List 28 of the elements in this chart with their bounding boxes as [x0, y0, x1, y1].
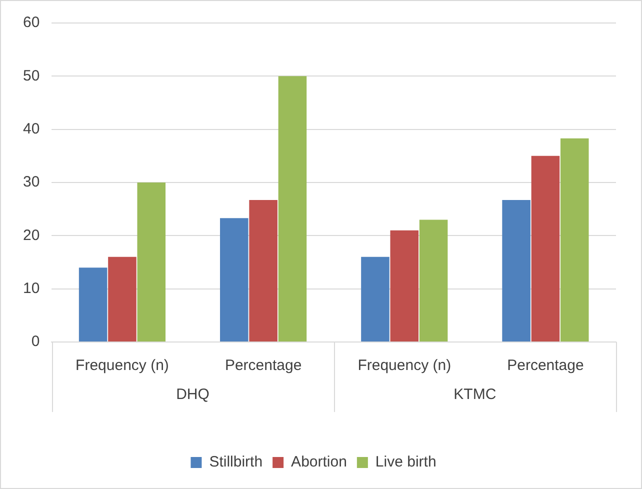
bar [419, 220, 448, 342]
legend-label: Abortion [291, 454, 347, 471]
legend-label: Stillbirth [209, 454, 263, 471]
text: DHQ [176, 386, 210, 404]
y-tick-label: 0 [31, 333, 40, 350]
x-tick-label: Percentage [507, 357, 584, 374]
bar [560, 138, 589, 342]
y-tick-label: 10 [22, 280, 40, 297]
bar [361, 256, 390, 342]
bar [220, 218, 248, 342]
bar [249, 200, 278, 342]
x-tick-label: Frequency (n) [76, 357, 169, 374]
bar [531, 156, 560, 342]
bar [502, 200, 530, 342]
bar [390, 230, 419, 342]
bar [278, 76, 307, 342]
x-tick-label: Percentage [224, 357, 302, 374]
text: KTMC [454, 386, 496, 404]
bar [137, 182, 166, 342]
bar [78, 268, 108, 342]
y-tick-label: 60 [22, 14, 40, 32]
y-tick-label: 20 [22, 226, 40, 244]
y-tick-label: 50 [22, 67, 40, 84]
x-tick-label: Frequency (n) [358, 357, 452, 374]
y-tick-label: 30 [22, 174, 40, 191]
bar [108, 256, 136, 342]
y-tick-label: 40 [22, 120, 40, 138]
legend-label: Live birth [375, 454, 436, 471]
